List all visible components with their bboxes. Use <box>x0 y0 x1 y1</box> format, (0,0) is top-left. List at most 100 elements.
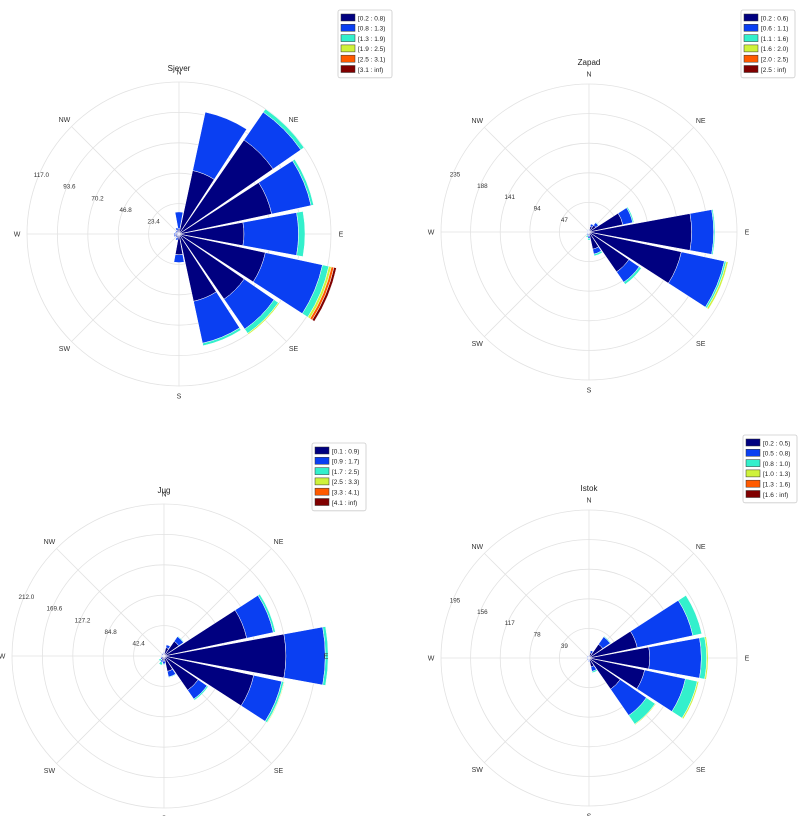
wedge-bin-1 <box>162 652 164 655</box>
legend-swatch <box>745 479 761 488</box>
windrose-panel-sjever: N NE E SE S SW W NW 23.4 46.8 70.2 93.6 117.0 Sjever [… <box>14 9 393 401</box>
compass-label-sw: SW <box>472 341 484 348</box>
wedge-bin-1 <box>165 644 171 650</box>
radial-tick-label: 235 <box>450 172 461 179</box>
legend-label: [0.8 : 1.0) <box>763 461 790 468</box>
radial-tick-label: 94 <box>534 205 542 212</box>
radial-tick-label: 93.6 <box>63 184 76 191</box>
radial-tick-label: 70.2 <box>91 195 104 202</box>
legend-swatch <box>340 54 356 63</box>
radial-tick-label: 23.4 <box>148 219 161 226</box>
radial-tick-label: 195 <box>450 598 461 605</box>
legend-swatch <box>314 487 330 496</box>
compass-label-s: S <box>587 388 592 395</box>
compass-label-e: E <box>745 656 750 663</box>
legend-label: [3.1 : inf) <box>358 67 383 74</box>
panel-title: Jug <box>158 486 171 495</box>
compass-label-ne: NE <box>696 118 706 125</box>
legend-label: [0.8 : 1.3) <box>358 26 385 33</box>
legend-swatch <box>743 24 759 32</box>
wedge-bin-2 <box>626 206 635 223</box>
compass-label-s: S <box>587 814 592 816</box>
legend-label: [0.1 : 0.9) <box>332 448 359 455</box>
wedge-bin-2 <box>168 673 177 679</box>
legend-swatch <box>745 459 761 467</box>
compass-label-ne: NE <box>696 544 706 551</box>
wedge-bin-2 <box>292 158 314 206</box>
windrose-panel-zapad: N NE E SE S SW W NW 47 94 141 188 235 Zapad [0.2 : 0.6… <box>428 9 796 395</box>
wedge-bin-1 <box>648 637 702 679</box>
compass-label-nw: NW <box>59 117 71 124</box>
radial-tick-label: 84.8 <box>104 629 117 636</box>
compass-label-se: SE <box>696 767 706 774</box>
wedge-bin-2 <box>202 327 242 347</box>
legend-swatch <box>745 490 761 498</box>
legend: [0.1 : 0.9) [0.9 : 1.7) [1.7 : 2.5) [2.5 : … <box>311 442 367 512</box>
grid-spoke <box>588 127 694 233</box>
radial-tick-label: 188 <box>477 183 488 190</box>
radial-tick-label: 46.8 <box>119 207 132 214</box>
wedge-bin-1 <box>175 227 179 232</box>
legend: [0.2 : 0.6) [0.6 : 1.1) [1.1 : 1.6) [1.6 : … <box>740 9 796 79</box>
wedge-bin-2 <box>585 234 589 238</box>
wedge-bin-1 <box>588 659 590 663</box>
grid-spoke <box>163 548 272 657</box>
wedge-bin-2 <box>158 661 163 666</box>
grid-spoke <box>56 655 165 764</box>
grid-spoke <box>56 548 165 657</box>
wedge-bin-1 <box>689 209 714 255</box>
legend-label: [1.9 : 2.5) <box>358 46 385 53</box>
radial-tick-label: 169.6 <box>47 606 63 613</box>
wedge-bin-2 <box>591 669 598 674</box>
legend-label: [1.3 : 1.6) <box>763 482 790 489</box>
legend-label: [0.9 : 1.7) <box>332 459 359 466</box>
wedge-bin-1 <box>160 656 163 659</box>
compass-label-ne: NE <box>274 539 284 546</box>
compass-label-sw: SW <box>472 767 484 774</box>
radial-tick-label: 156 <box>477 609 488 616</box>
compass-label-w: W <box>428 656 435 663</box>
compass-label-s: S <box>177 394 182 401</box>
legend-label: [1.1 : 1.6) <box>761 36 788 43</box>
wedge-bin-1 <box>174 211 184 230</box>
wedge-bin-2 <box>711 209 716 255</box>
radial-tick-label: 117.0 <box>34 172 50 179</box>
legend-swatch <box>340 24 356 32</box>
wedge-bin-1 <box>586 232 589 235</box>
wedge-bin-2 <box>587 237 591 241</box>
wedge-bin-5 <box>311 267 337 322</box>
compass-label-w: W <box>428 230 435 237</box>
compass-label-nw: NW <box>471 544 483 551</box>
wedge-bin-2 <box>322 626 329 686</box>
legend-swatch <box>745 469 761 478</box>
legend-label: [4.1 : inf) <box>332 500 357 507</box>
legend-swatch <box>314 498 330 506</box>
wedge-bin-1 <box>283 626 326 686</box>
legend-label: [1.7 : 2.5) <box>332 469 359 476</box>
legend-label: [2.5 : 3.3) <box>332 479 359 486</box>
legend-swatch <box>314 457 330 465</box>
legend-label: [2.0 : 2.5) <box>761 57 788 64</box>
compass-label-sw: SW <box>59 346 71 353</box>
legend-swatch <box>340 13 356 22</box>
windrose-panel-jug: NNEESESSWWNW42.484.8127.2169.6212.0Jug[0… <box>0 442 367 816</box>
wedge-bin-2 <box>193 685 209 701</box>
wedge-bin-1 <box>173 254 185 263</box>
grid-spoke <box>484 127 590 233</box>
wedge-bin-2 <box>262 108 305 151</box>
radial-tick-label: 47 <box>561 217 569 224</box>
wedge-bin-2 <box>296 211 306 257</box>
legend-swatch <box>745 438 761 447</box>
legend-label: [1.3 : 1.9) <box>358 36 385 43</box>
legend-label: [0.5 : 0.8) <box>763 451 790 458</box>
panel-title: Istok <box>581 484 599 493</box>
legend-label: [2.5 : 3.1) <box>358 57 385 64</box>
wedge-bin-3 <box>266 681 285 724</box>
legend-swatch <box>314 477 330 486</box>
radial-tick-label: 39 <box>561 643 569 650</box>
legend-swatch <box>743 13 759 22</box>
legend: [0.2 : 0.5) [0.5 : 0.8) [0.8 : 1.0) [1.0 : … <box>742 434 798 504</box>
compass-label-sw: SW <box>44 768 56 775</box>
wedge-bin-3 <box>706 261 729 310</box>
legend-label: [1.6 : 2.0) <box>761 46 788 53</box>
